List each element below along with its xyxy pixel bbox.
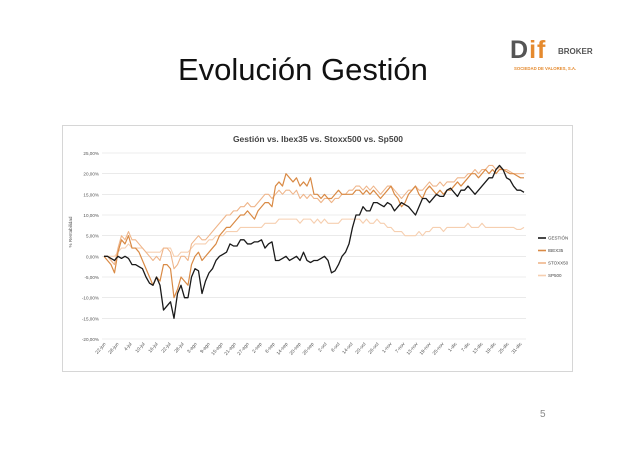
y-tick-label: -10,00% xyxy=(82,296,99,301)
logo-broker-text: BROKER xyxy=(558,47,593,56)
x-tick-label: 25-nov xyxy=(432,341,446,357)
x-tick-label: 19-nov xyxy=(419,341,433,357)
x-tick-label: 7-dic xyxy=(460,341,472,353)
legend-label-ibex35: IBEX35 xyxy=(548,248,564,253)
x-tick-label: 22-jun xyxy=(94,341,107,355)
page-number: 5 xyxy=(540,409,546,420)
y-tick-label: -20,00% xyxy=(82,337,99,342)
y-tick-label: -15,00% xyxy=(82,316,99,321)
series-line-sp500 xyxy=(104,218,525,257)
x-tick-label: 8-sep xyxy=(264,341,277,354)
y-tick-label: 10,00% xyxy=(83,213,99,218)
x-tick-label: 15-ago xyxy=(210,341,224,357)
x-tick-label: 21-ago xyxy=(223,341,237,357)
x-tick-label: 28-jul xyxy=(173,341,185,354)
x-tick-label: 9-ago xyxy=(199,341,212,355)
legend-label-gestion: GESTIÓN xyxy=(548,235,568,241)
chart-frame: Gestión vs. Ibex35 vs. Stoxx500 vs. Sp50… xyxy=(62,125,573,372)
y-tick-label: 20,00% xyxy=(83,172,99,177)
y-tick-label: 0,00% xyxy=(86,254,99,259)
legend-label-stoxx50: STOXX50 xyxy=(548,261,569,266)
x-tick-label: 27-ago xyxy=(236,341,250,357)
slide-title: Evolución Gestión xyxy=(178,52,428,87)
x-tick-label: 2-oct xyxy=(317,341,329,354)
x-tick-label: 1-dic xyxy=(447,341,459,353)
chart-title: Gestión vs. Ibex35 vs. Stoxx500 vs. Sp50… xyxy=(233,134,403,144)
x-tick-label: 14-oct xyxy=(341,341,355,356)
x-tick-label: 22-jul xyxy=(160,341,172,354)
x-tick-label: 1-nov xyxy=(381,341,394,355)
x-tick-label: 3-ago xyxy=(186,341,199,355)
x-tick-label: 31-dic xyxy=(511,341,524,355)
legend-label-sp500: SP500 xyxy=(548,273,562,278)
x-tick-label: 26-oct xyxy=(367,341,381,356)
y-tick-label: 5,00% xyxy=(86,234,99,239)
x-tick-label: 8-oct xyxy=(330,341,342,354)
x-tick-label: 14-sep xyxy=(276,341,290,356)
x-tick-label: 25-dic xyxy=(498,341,511,355)
y-tick-label: 25,00% xyxy=(83,151,99,156)
x-tick-label: 20-sep xyxy=(289,341,303,356)
x-tick-label: 16-jul xyxy=(147,341,159,354)
series-line-stoxx50 xyxy=(104,164,524,270)
x-tick-label: 20-oct xyxy=(354,341,368,356)
x-tick-label: 7-nov xyxy=(394,341,407,355)
y-axis-label: % Rentabilidad xyxy=(68,216,73,247)
x-tick-label: 26-sep xyxy=(302,341,316,356)
x-tick-label: 28-jun xyxy=(107,341,120,355)
x-tick-label: 19-dic xyxy=(485,341,498,355)
logo-subtitle: SOCIEDAD DE VALORES, S.A. xyxy=(514,66,577,71)
series-line-gestion xyxy=(104,164,525,319)
y-tick-label: 15,00% xyxy=(83,192,99,197)
x-tick-label: 4-jul xyxy=(123,341,133,352)
performance-chart: Gestión vs. Ibex35 vs. Stoxx500 vs. Sp50… xyxy=(68,134,569,357)
x-tick-label: 13-nov xyxy=(406,341,420,357)
company-logo: Dif BROKER SOCIEDAD DE VALORES, S.A. xyxy=(510,36,596,82)
x-tick-label: 13-dic xyxy=(472,341,485,355)
series-line-ibex35 xyxy=(103,168,524,299)
x-tick-label: 10-jul xyxy=(134,341,146,354)
y-tick-label: -5,00% xyxy=(84,275,99,280)
x-tick-label: 2-sep xyxy=(251,341,264,354)
logo-wordmark: Dif xyxy=(510,36,547,64)
